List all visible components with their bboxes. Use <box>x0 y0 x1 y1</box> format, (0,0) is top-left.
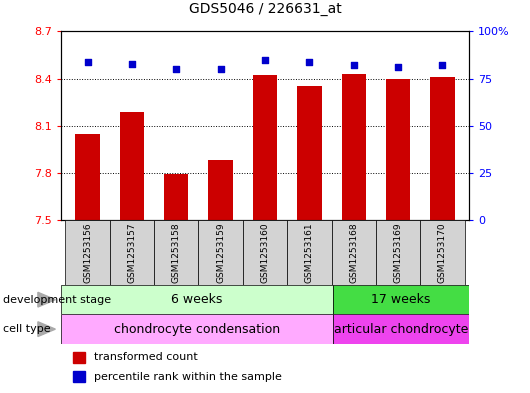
Bar <box>208 160 233 220</box>
Bar <box>164 174 189 220</box>
Text: GSM1253158: GSM1253158 <box>172 222 181 283</box>
Point <box>305 59 314 65</box>
Text: percentile rank within the sample: percentile rank within the sample <box>94 372 281 382</box>
Point <box>349 62 358 68</box>
Point <box>261 57 269 63</box>
Text: transformed count: transformed count <box>94 352 197 362</box>
Bar <box>120 112 144 220</box>
Point <box>83 59 92 65</box>
Text: GSM1253169: GSM1253169 <box>394 222 403 283</box>
Bar <box>333 285 469 314</box>
Text: GDS5046 / 226631_at: GDS5046 / 226631_at <box>189 2 341 16</box>
Polygon shape <box>38 322 56 336</box>
Bar <box>65 220 110 285</box>
Bar <box>386 79 410 220</box>
Text: cell type: cell type <box>3 324 50 334</box>
Text: GSM1253160: GSM1253160 <box>261 222 269 283</box>
Text: GSM1253159: GSM1253159 <box>216 222 225 283</box>
Bar <box>420 220 465 285</box>
Bar <box>73 352 85 363</box>
Bar <box>253 75 277 220</box>
Point <box>216 66 225 72</box>
Text: articular chondrocyte: articular chondrocyte <box>334 323 468 336</box>
Bar <box>61 285 333 314</box>
Bar <box>243 220 287 285</box>
Text: GSM1253170: GSM1253170 <box>438 222 447 283</box>
Text: GSM1253156: GSM1253156 <box>83 222 92 283</box>
Text: GSM1253168: GSM1253168 <box>349 222 358 283</box>
Bar <box>61 314 333 344</box>
Bar <box>341 74 366 220</box>
Bar <box>75 134 100 220</box>
Bar <box>154 220 198 285</box>
Bar <box>198 220 243 285</box>
Point <box>438 62 447 68</box>
Bar <box>110 220 154 285</box>
Text: GSM1253161: GSM1253161 <box>305 222 314 283</box>
Point <box>172 66 181 72</box>
Text: development stage: development stage <box>3 295 111 305</box>
Text: 6 weeks: 6 weeks <box>171 293 223 306</box>
Bar <box>376 220 420 285</box>
Text: chondrocyte condensation: chondrocyte condensation <box>114 323 280 336</box>
Point <box>128 61 136 67</box>
Bar <box>333 314 469 344</box>
Polygon shape <box>38 292 56 307</box>
Bar <box>297 86 322 220</box>
Bar <box>430 77 455 220</box>
Bar <box>332 220 376 285</box>
Text: 17 weeks: 17 weeks <box>372 293 431 306</box>
Point <box>394 64 402 70</box>
Bar <box>287 220 332 285</box>
Bar <box>73 371 85 382</box>
Text: GSM1253157: GSM1253157 <box>127 222 136 283</box>
